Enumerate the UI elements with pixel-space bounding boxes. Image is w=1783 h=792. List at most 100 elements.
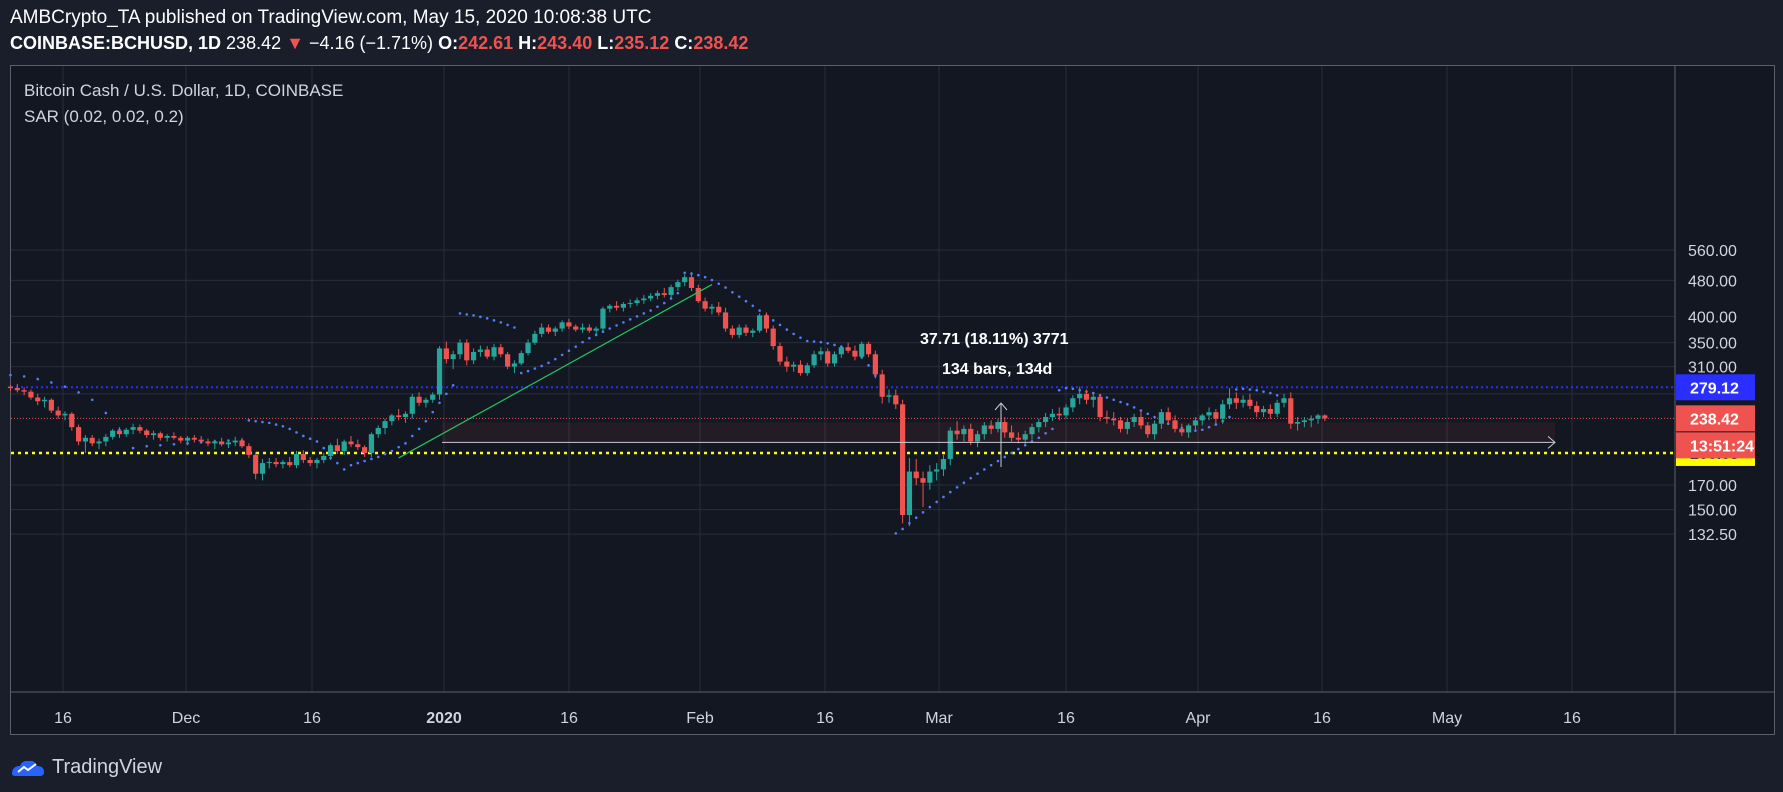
sar-dot	[737, 295, 741, 298]
candle-body	[239, 440, 245, 447]
candle	[436, 346, 443, 400]
sar-dot	[159, 443, 162, 447]
candle-body	[1022, 434, 1028, 440]
candle-body	[396, 415, 402, 418]
sar-dot	[948, 490, 952, 494]
sar-dot	[322, 446, 326, 450]
candle	[954, 421, 960, 440]
candle	[253, 451, 259, 480]
sar-dot	[1064, 386, 1068, 390]
candle	[1049, 408, 1056, 422]
sar-dot	[526, 369, 530, 373]
candle	[409, 393, 415, 419]
candle	[1070, 395, 1076, 413]
candle	[402, 411, 409, 423]
candle-body	[1172, 420, 1178, 429]
candle	[35, 393, 41, 406]
x-tick-label: Feb	[686, 710, 714, 727]
sar-dot	[431, 410, 435, 414]
candle-body	[164, 435, 170, 438]
candle	[457, 339, 463, 360]
sar-dot	[451, 383, 455, 387]
sar-dot	[513, 326, 516, 329]
sar-dot	[914, 516, 918, 520]
candle-body	[69, 413, 75, 428]
candle-body	[1213, 412, 1219, 419]
sar-dot	[1269, 391, 1272, 395]
sar-dot	[758, 309, 761, 312]
publish-info: AMBCrypto_TA published on TradingView.co…	[10, 7, 652, 28]
candle-body	[116, 430, 123, 435]
candle-body	[1151, 423, 1158, 435]
sar-dot	[445, 392, 448, 396]
candle	[893, 389, 899, 409]
candle	[280, 459, 286, 469]
candle-body	[675, 282, 681, 288]
candle	[913, 458, 919, 485]
chart-legend-title: Bitcoin Cash / U.S. Dollar, 1D, COINBASE	[24, 81, 343, 100]
candle-body	[1206, 412, 1212, 416]
candle	[1151, 420, 1158, 440]
sar-dot	[554, 357, 557, 361]
candle	[450, 350, 456, 370]
candle-body	[661, 293, 667, 295]
candle	[184, 435, 191, 446]
candle-body	[1049, 413, 1056, 418]
candle-body	[232, 440, 238, 443]
candle-body	[130, 427, 136, 430]
candle	[7, 385, 14, 391]
sar-dot	[50, 381, 53, 384]
candle	[1213, 408, 1219, 424]
candle-body	[722, 312, 729, 329]
candle	[620, 302, 626, 312]
chart-pane[interactable]	[10, 65, 1775, 735]
sar-dot	[547, 361, 550, 365]
sar-dot	[1146, 412, 1150, 416]
candle-body	[436, 348, 443, 395]
candle-body	[76, 427, 82, 442]
candle-body	[525, 342, 531, 354]
candle-body	[355, 444, 361, 448]
candle	[716, 302, 722, 316]
candle	[341, 439, 347, 455]
candle	[1056, 407, 1062, 421]
candle	[552, 326, 558, 337]
candle-body	[110, 430, 116, 437]
candle	[69, 412, 75, 431]
candle	[1145, 422, 1151, 438]
candle-body	[927, 471, 933, 483]
candle	[1015, 432, 1021, 444]
candle-body	[416, 396, 422, 403]
candle	[906, 457, 913, 527]
candle-body	[55, 410, 61, 416]
candle-body	[389, 415, 395, 422]
sar-dot	[295, 431, 298, 434]
sar-dot	[635, 315, 639, 318]
candle-body	[430, 394, 436, 400]
sar-dot	[567, 349, 571, 353]
candle-body	[307, 459, 313, 464]
current-price-tag: 238.42	[1690, 411, 1739, 428]
candle-body	[470, 351, 477, 361]
candle-body	[505, 354, 511, 367]
candle-body	[566, 322, 572, 327]
down-triangle-icon: ▼	[286, 33, 304, 53]
sar-dot	[438, 401, 441, 405]
sar-dot	[1214, 423, 1218, 426]
candle	[368, 432, 375, 457]
candle	[947, 427, 953, 466]
candle-body	[450, 354, 456, 360]
candle	[757, 313, 763, 333]
candle	[55, 406, 61, 419]
candle	[382, 418, 388, 435]
candle	[729, 325, 735, 339]
sar-dot	[792, 332, 795, 336]
candle-body	[763, 315, 770, 329]
candle-body	[688, 277, 695, 288]
candle-body	[484, 349, 490, 357]
candle-body	[137, 427, 143, 431]
candle	[818, 347, 824, 361]
y-tick-label: 170.00	[1688, 478, 1737, 495]
candle	[327, 443, 334, 460]
